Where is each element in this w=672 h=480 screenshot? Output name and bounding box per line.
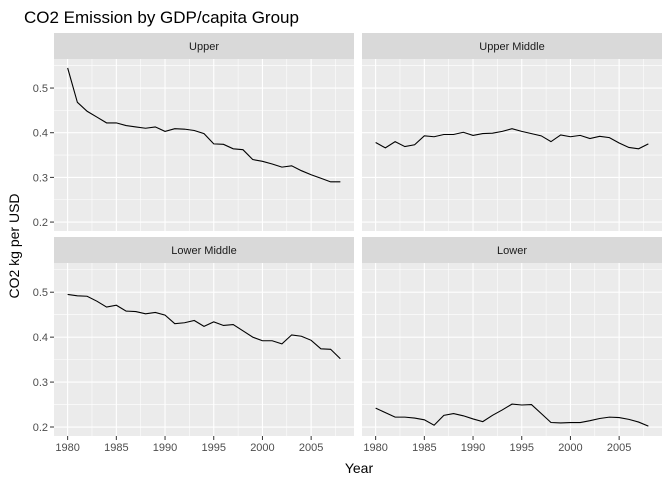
panel-background-upper bbox=[54, 59, 354, 231]
y-axis-title: CO2 kg per USD bbox=[6, 193, 22, 298]
panel-upper: Upper 0.2 0.3 0.4 0.5 bbox=[33, 33, 354, 231]
y-tick-label: 0.3 bbox=[33, 377, 48, 389]
strip-upper bbox=[54, 33, 354, 59]
panel-background-lower-middle bbox=[54, 263, 354, 436]
panel-lower: Lower 1980 1985 1990 1995 2000 2005 bbox=[362, 237, 662, 454]
x-tick-label: 1995 bbox=[509, 442, 533, 454]
x-tick-label: 1985 bbox=[412, 442, 436, 454]
panel-background-lower bbox=[362, 263, 662, 436]
y-tick-label: 0.3 bbox=[33, 172, 48, 184]
panel-upper-middle: Upper Middle bbox=[362, 33, 662, 231]
panel-background-upper-middle bbox=[362, 59, 662, 231]
series-line-lower-middle bbox=[67, 293, 341, 360]
x-tick-label: 2005 bbox=[607, 442, 631, 454]
x-tick-label: 2000 bbox=[558, 442, 582, 454]
x-tick-label: 1985 bbox=[104, 442, 128, 454]
series-line-upper bbox=[67, 67, 341, 183]
y-tick-label: 0.2 bbox=[33, 217, 48, 229]
panels: Upper 0.2 0.3 0.4 0.5 Upper Middle Lower Middl… bbox=[33, 33, 662, 454]
chart-title: CO2 Emission by GDP/capita Group bbox=[24, 8, 299, 27]
x-tick-label: 1995 bbox=[201, 442, 225, 454]
strip-lower-middle bbox=[54, 237, 354, 263]
x-tick-label: 2005 bbox=[299, 442, 323, 454]
strip-upper-middle bbox=[362, 33, 662, 59]
x-tick-label: 2000 bbox=[250, 442, 274, 454]
strip-label-lower: Lower bbox=[497, 245, 527, 257]
panel-lower-middle: Lower Middle 0.2 0.3 0.4 0.5 1980 1985 1990 1995… bbox=[33, 237, 354, 454]
x-axis-title: Year bbox=[345, 460, 374, 476]
strip-label-upper-middle: Upper Middle bbox=[479, 41, 544, 53]
strip-label-lower-middle: Lower Middle bbox=[171, 245, 236, 257]
strip-label-upper: Upper bbox=[189, 41, 219, 53]
series-line-lower bbox=[375, 403, 649, 427]
y-tick-label: 0.5 bbox=[33, 287, 48, 299]
strip-lower bbox=[362, 237, 662, 263]
y-tick-label: 0.4 bbox=[33, 332, 48, 344]
x-tick-label: 1990 bbox=[461, 442, 485, 454]
y-tick-label: 0.2 bbox=[33, 422, 48, 434]
y-tick-label: 0.4 bbox=[33, 128, 48, 140]
x-tick-label: 1980 bbox=[55, 442, 79, 454]
x-tick-label: 1980 bbox=[363, 442, 387, 454]
series-line-upper-middle bbox=[375, 128, 649, 150]
y-tick-label: 0.5 bbox=[33, 83, 48, 95]
x-tick-label: 1990 bbox=[153, 442, 177, 454]
